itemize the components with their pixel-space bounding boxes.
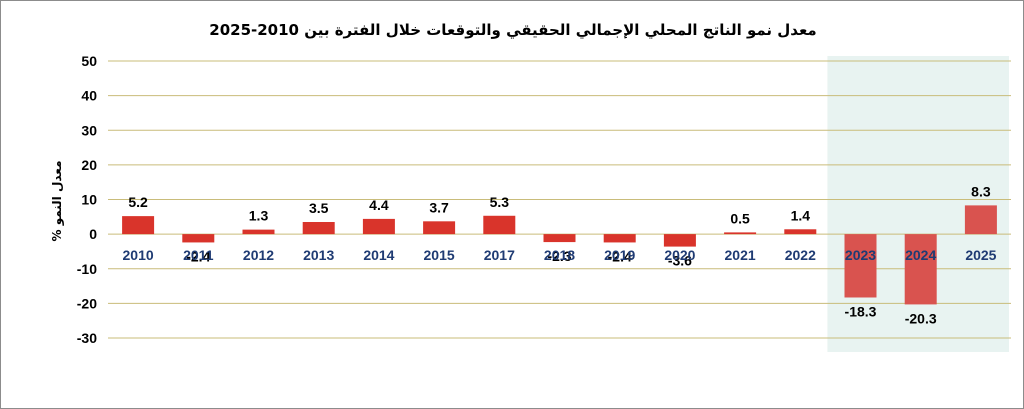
x-tick-label: 2012 [243, 247, 274, 263]
data-label: 3.5 [309, 200, 329, 216]
bar [543, 234, 576, 243]
bar [362, 218, 395, 235]
data-label: -2.3 [547, 248, 571, 264]
bar [182, 234, 215, 243]
bar [904, 234, 937, 305]
data-label: 4.4 [369, 197, 389, 213]
bar [483, 215, 516, 235]
bar [784, 229, 817, 235]
bar [242, 229, 275, 235]
chart-title: معدل نمو الناتج المحلي الإجمالي الحقيقي … [209, 21, 817, 39]
y-tick-label: 10 [81, 192, 97, 208]
y-tick-label: -10 [77, 261, 97, 277]
x-tick-label: 2022 [785, 247, 816, 263]
x-tick-label: 2018 [544, 247, 575, 263]
x-tick-label: 2014 [363, 247, 394, 263]
bar [724, 232, 757, 235]
bar [302, 222, 335, 235]
x-tick-label: 2019 [604, 247, 635, 263]
bar [603, 234, 636, 243]
y-tick-label: 20 [81, 157, 97, 173]
x-tick-label: 2020 [664, 247, 695, 263]
data-label: 5.2 [128, 194, 148, 210]
bar [423, 221, 456, 235]
y-tick-label: 0 [89, 226, 97, 242]
x-tick-label: 2013 [303, 247, 334, 263]
x-tick-label: 2015 [424, 247, 455, 263]
bar [844, 234, 877, 298]
data-label: 5.3 [490, 194, 510, 210]
data-label: -20.3 [905, 310, 937, 326]
data-label: -3.6 [668, 253, 692, 269]
x-tick-label: 2021 [725, 247, 756, 263]
y-tick-label: -20 [77, 295, 97, 311]
bar [663, 234, 696, 247]
x-tick-label: 2025 [965, 247, 996, 263]
data-label: 1.3 [249, 208, 269, 224]
x-tick-label: 2023 [845, 247, 876, 263]
data-label: 3.7 [429, 199, 449, 215]
x-tick-label: 2010 [123, 247, 154, 263]
x-tick-label: 2017 [484, 247, 515, 263]
data-label: 0.5 [730, 210, 750, 226]
bar [122, 216, 155, 235]
y-tick-label: -30 [77, 330, 97, 346]
y-tick-label: 30 [81, 122, 97, 138]
data-label: -2.4 [608, 248, 632, 264]
data-label: -18.3 [845, 303, 877, 319]
y-tick-label: 50 [81, 53, 97, 69]
bar [964, 205, 997, 235]
x-tick-label: 2024 [905, 247, 936, 263]
y-tick-label: 40 [81, 88, 97, 104]
data-label: 8.3 [971, 183, 991, 199]
data-label: 1.4 [791, 207, 811, 223]
data-label: -2.4 [186, 248, 210, 264]
x-tick-label: 2011 [183, 247, 214, 263]
